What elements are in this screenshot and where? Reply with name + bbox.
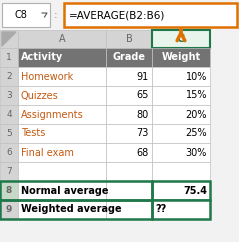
Bar — [2, 3, 50, 27]
Bar — [152, 143, 210, 162]
Text: Homework: Homework — [21, 71, 73, 82]
Bar — [0, 124, 18, 143]
Bar — [18, 181, 106, 200]
Text: Assignments: Assignments — [21, 109, 84, 120]
Text: 20%: 20% — [185, 109, 207, 120]
Text: A: A — [59, 34, 65, 44]
Text: 80: 80 — [137, 109, 149, 120]
Bar — [64, 3, 237, 27]
Bar — [106, 30, 152, 48]
Bar — [106, 48, 152, 67]
Text: Final exam: Final exam — [21, 148, 74, 158]
Bar — [152, 30, 210, 48]
Text: Quizzes: Quizzes — [21, 91, 59, 100]
Text: Weighted average: Weighted average — [21, 204, 122, 214]
Bar — [106, 200, 152, 219]
Bar — [0, 48, 18, 67]
Bar — [18, 30, 106, 48]
Bar — [0, 200, 152, 219]
Text: 6: 6 — [6, 148, 12, 157]
Text: C8: C8 — [15, 10, 28, 20]
Bar — [18, 105, 106, 124]
Bar — [18, 200, 106, 219]
Bar — [0, 67, 18, 86]
Polygon shape — [2, 32, 16, 46]
Text: 7: 7 — [6, 167, 12, 176]
Bar — [0, 30, 18, 48]
Bar — [152, 67, 210, 86]
Text: 30%: 30% — [186, 148, 207, 158]
Text: Grade: Grade — [113, 53, 146, 62]
Bar — [106, 181, 152, 200]
Text: 3: 3 — [6, 91, 12, 100]
Text: 91: 91 — [137, 71, 149, 82]
Bar — [152, 105, 210, 124]
Bar — [0, 143, 18, 162]
Text: ??: ?? — [155, 204, 166, 214]
Text: 2: 2 — [6, 72, 12, 81]
Text: 8: 8 — [6, 186, 12, 195]
Bar — [152, 48, 210, 67]
Text: 73: 73 — [137, 129, 149, 138]
Bar — [18, 162, 106, 181]
Bar — [0, 181, 18, 200]
Text: 4: 4 — [6, 110, 12, 119]
Text: Tests: Tests — [21, 129, 45, 138]
Bar — [152, 181, 210, 200]
Bar — [106, 105, 152, 124]
Text: 15%: 15% — [185, 91, 207, 100]
Bar — [0, 181, 152, 200]
Text: 65: 65 — [137, 91, 149, 100]
Text: 25%: 25% — [185, 129, 207, 138]
Bar — [18, 143, 106, 162]
Bar — [0, 200, 18, 219]
Bar — [152, 162, 210, 181]
Text: 5: 5 — [6, 129, 12, 138]
Bar — [152, 86, 210, 105]
Bar — [106, 143, 152, 162]
Text: Weight: Weight — [161, 53, 201, 62]
Text: 68: 68 — [137, 148, 149, 158]
Bar — [0, 105, 18, 124]
Text: 1: 1 — [6, 53, 12, 62]
Text: B: B — [126, 34, 132, 44]
Bar — [18, 86, 106, 105]
Bar — [152, 124, 210, 143]
Bar — [18, 67, 106, 86]
Bar — [106, 162, 152, 181]
Bar — [106, 124, 152, 143]
Text: :: : — [54, 10, 58, 20]
Bar — [0, 0, 239, 30]
Text: C: C — [177, 34, 185, 44]
Bar — [0, 86, 18, 105]
Bar — [18, 48, 106, 67]
Text: 10%: 10% — [186, 71, 207, 82]
Bar — [152, 200, 210, 219]
Bar — [0, 162, 18, 181]
Text: 75.4: 75.4 — [183, 186, 207, 196]
Bar — [18, 124, 106, 143]
Text: Normal average: Normal average — [21, 186, 109, 196]
Text: =AVERAGE(B2:B6): =AVERAGE(B2:B6) — [69, 10, 165, 20]
Bar — [106, 67, 152, 86]
Bar — [106, 86, 152, 105]
Text: 9: 9 — [6, 205, 12, 214]
Text: Activity: Activity — [21, 53, 63, 62]
